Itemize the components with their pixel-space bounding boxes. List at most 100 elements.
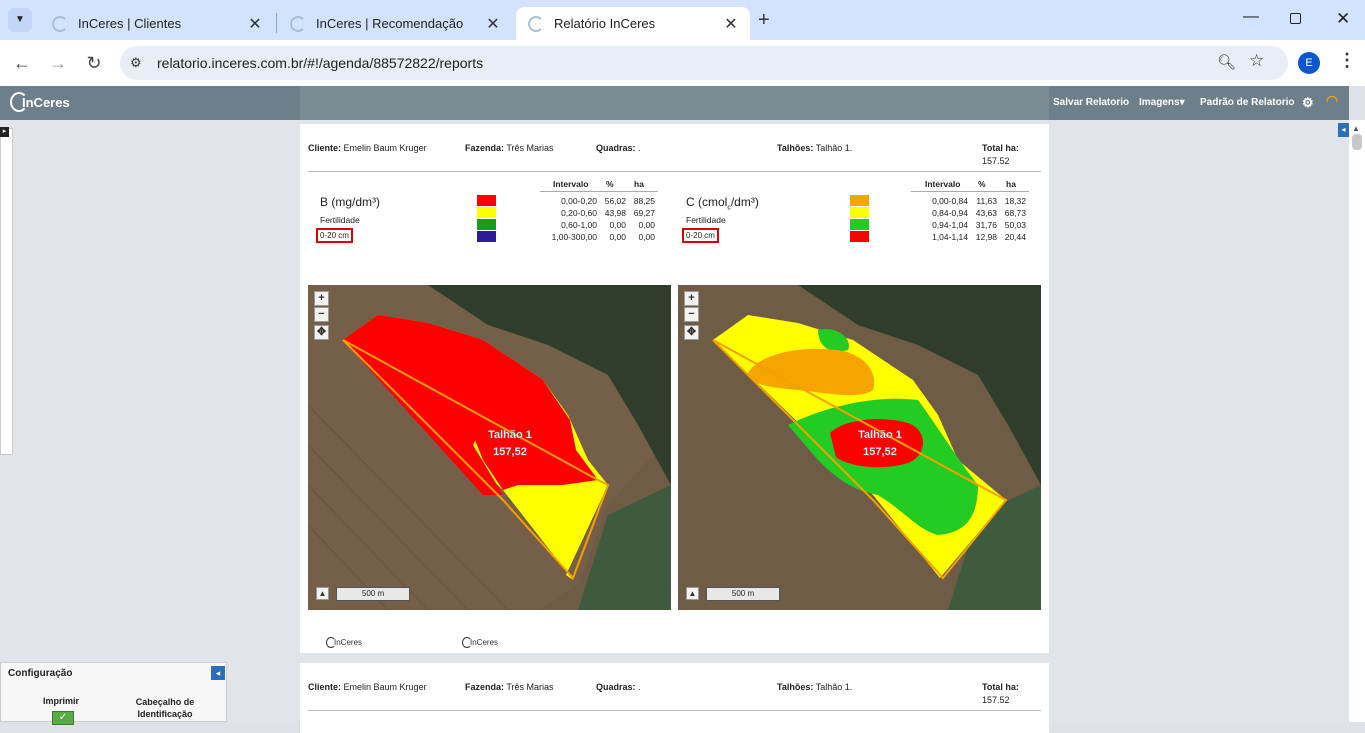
legend-swatch — [850, 231, 869, 242]
id-header-label: Cabeçalho de Identificação — [135, 697, 195, 719]
north-arrow-icon: ▲ — [316, 587, 329, 600]
scale-bar: 500 m — [706, 587, 780, 601]
images-menu[interactable]: Imagens▾ — [1139, 97, 1185, 108]
legend-percent: 0,00 — [609, 232, 626, 242]
legend-swatch — [477, 207, 496, 218]
legend-percent: 56,02 — [604, 196, 626, 206]
legend-interval: 1,04-1,14 — [932, 232, 968, 242]
scroll-up-icon[interactable]: ▲ — [1352, 124, 1360, 133]
expand-panel-icon[interactable]: ▸ — [0, 127, 9, 137]
browser-menu-icon[interactable]: ⋮ — [1338, 50, 1356, 70]
tab-search-button[interactable]: ▼ — [8, 8, 32, 32]
save-report-button[interactable]: Salvar Relatorio — [1053, 97, 1130, 108]
config-panel: Configuração ◂ Imprimir ✓ Cabeçalho de I… — [0, 662, 227, 725]
new-tab-icon[interactable]: + — [758, 9, 770, 31]
col-interval: Intervalo — [925, 179, 961, 189]
divider — [308, 171, 1041, 172]
legend-percent: 43,98 — [604, 208, 626, 218]
forward-icon[interactable]: → — [49, 53, 67, 73]
total-label: Total ha: — [982, 682, 1019, 692]
zoom-icon[interactable]: 🔍︎ — [1217, 54, 1237, 71]
print-checkbox[interactable]: ✓ — [52, 711, 74, 725]
legend-hectares: 0,00 — [638, 232, 655, 242]
workspace: ▸ Cliente: Emelin Baum Kruger Fazenda: T… — [0, 120, 1349, 733]
wifi-icon: ◠ — [1326, 92, 1339, 108]
scale-bar: 500 m — [336, 587, 410, 601]
back-icon[interactable]: ← — [13, 53, 31, 73]
report-pattern-button[interactable]: Padrão de Relatorio — [1200, 97, 1295, 108]
total-value: 157.52 — [982, 695, 1010, 705]
legend-interval: 0,20-0,60 — [561, 208, 597, 218]
nutrient-title: C (cmolc/dm³) — [686, 195, 759, 212]
gear-icon[interactable]: ⚙ — [1302, 95, 1314, 110]
legend-hectares: 18,32 — [1004, 196, 1026, 206]
zoom-out-button[interactable]: − — [314, 307, 329, 322]
pan-icon[interactable]: ✥ — [684, 325, 699, 340]
client-info: Cliente: Emelin Baum Kruger — [308, 143, 427, 153]
tab-clientes[interactable]: InCeres | Clientes ✕ — [40, 7, 274, 40]
legend-hectares: 50,03 — [1004, 220, 1026, 230]
legend-divider — [540, 191, 658, 192]
restore-icon[interactable] — [1290, 13, 1301, 24]
reload-icon[interactable]: ↻ — [86, 53, 102, 73]
client-info: Cliente: Emelin Baum Kruger — [308, 682, 427, 692]
map-boron[interactable]: Talhão 1 157,52 + − ✥ ▲ 500 m — [308, 285, 671, 610]
legend-interval: 0,94-1,04 — [932, 220, 968, 230]
zoom-in-button[interactable]: + — [684, 291, 699, 306]
avatar[interactable]: E — [1298, 52, 1320, 74]
tab-relatorio[interactable]: Relatório InCeres ✕ — [516, 7, 750, 40]
legend-interval: 1,00-300,00 — [551, 232, 597, 242]
close-icon[interactable]: ✕ — [486, 16, 500, 33]
map-carbon[interactable]: Talhão 1 157,52 + − ✥ ▲ 500 m — [678, 285, 1041, 610]
legend-percent: 31,76 — [975, 220, 997, 230]
omnibox[interactable]: ⚙ relatorio.inceres.com.br/#!/agenda/885… — [120, 46, 1288, 80]
tab-title: InCeres | Recomendação — [316, 16, 464, 31]
tab-separator — [276, 13, 277, 33]
logo-text: InCeres — [22, 94, 70, 110]
collapse-config-button[interactable]: ◂ — [211, 666, 225, 680]
zoom-in-button[interactable]: + — [314, 291, 329, 306]
col-pct: % — [978, 179, 986, 189]
url-text[interactable]: relatorio.inceres.com.br/#!/agenda/88572… — [157, 55, 484, 71]
address-bar: ← → ↻ ⚙ relatorio.inceres.com.br/#!/agen… — [0, 40, 1365, 86]
footer-logo: InCeres — [326, 637, 362, 648]
tab-favicon-icon — [52, 15, 68, 32]
legend-hectares: 68,73 — [1004, 208, 1026, 218]
legend-swatch — [477, 195, 496, 206]
col-pct: % — [606, 179, 614, 189]
tab-title: Relatório InCeres — [554, 16, 656, 31]
zoom-out-button[interactable]: − — [684, 307, 699, 322]
col-interval: Intervalo — [553, 179, 589, 189]
col-ha: ha — [1006, 179, 1016, 189]
scroll-thumb[interactable] — [1352, 134, 1362, 150]
legend-swatch — [850, 219, 869, 230]
pan-icon[interactable]: ✥ — [314, 325, 329, 340]
blocks-info: Quadras: . — [596, 682, 641, 692]
close-icon[interactable]: ✕ — [248, 16, 262, 33]
legend-swatch — [850, 207, 869, 218]
minimize-icon[interactable]: — — [1243, 8, 1259, 25]
scrollbar[interactable]: ▲ — [1349, 120, 1365, 722]
close-window-icon[interactable]: ✕ — [1336, 9, 1351, 28]
side-expand-button[interactable]: ◂ — [1338, 123, 1349, 137]
depth-badge: 0-20 cm — [316, 228, 353, 243]
total-label: Total ha: — [982, 143, 1019, 153]
map-plot-label: Talhão 1 — [858, 429, 902, 441]
legend-interval: 0,60-1,00 — [561, 220, 597, 230]
tab-recomendacao[interactable]: InCeres | Recomendação ✕ — [278, 7, 512, 40]
north-arrow-icon: ▲ — [686, 587, 699, 600]
site-settings-icon[interactable]: ⚙ — [130, 55, 142, 70]
report-page: Cliente: Emelin Baum Kruger Fazenda: Trê… — [300, 124, 1049, 653]
close-icon[interactable]: ✕ — [724, 16, 738, 33]
legend-percent: 43,63 — [975, 208, 997, 218]
bookmark-star-icon[interactable]: ☆ — [1249, 51, 1265, 70]
plots-info: Talhões: Talhão 1. — [777, 143, 853, 153]
tab-favicon-icon — [528, 15, 544, 32]
farm-info: Fazenda: Três Marias — [465, 682, 554, 692]
app-header: InCeres Salvar Relatorio Imagens▾ Padrão… — [0, 86, 1349, 120]
map-plot-label: Talhão 1 — [488, 429, 532, 441]
legend-hectares: 88,25 — [633, 196, 655, 206]
logo[interactable]: InCeres — [10, 92, 70, 112]
report-page: Cliente: Emelin Baum Kruger Fazenda: Trê… — [300, 663, 1049, 733]
tab-title: InCeres | Clientes — [78, 16, 182, 31]
